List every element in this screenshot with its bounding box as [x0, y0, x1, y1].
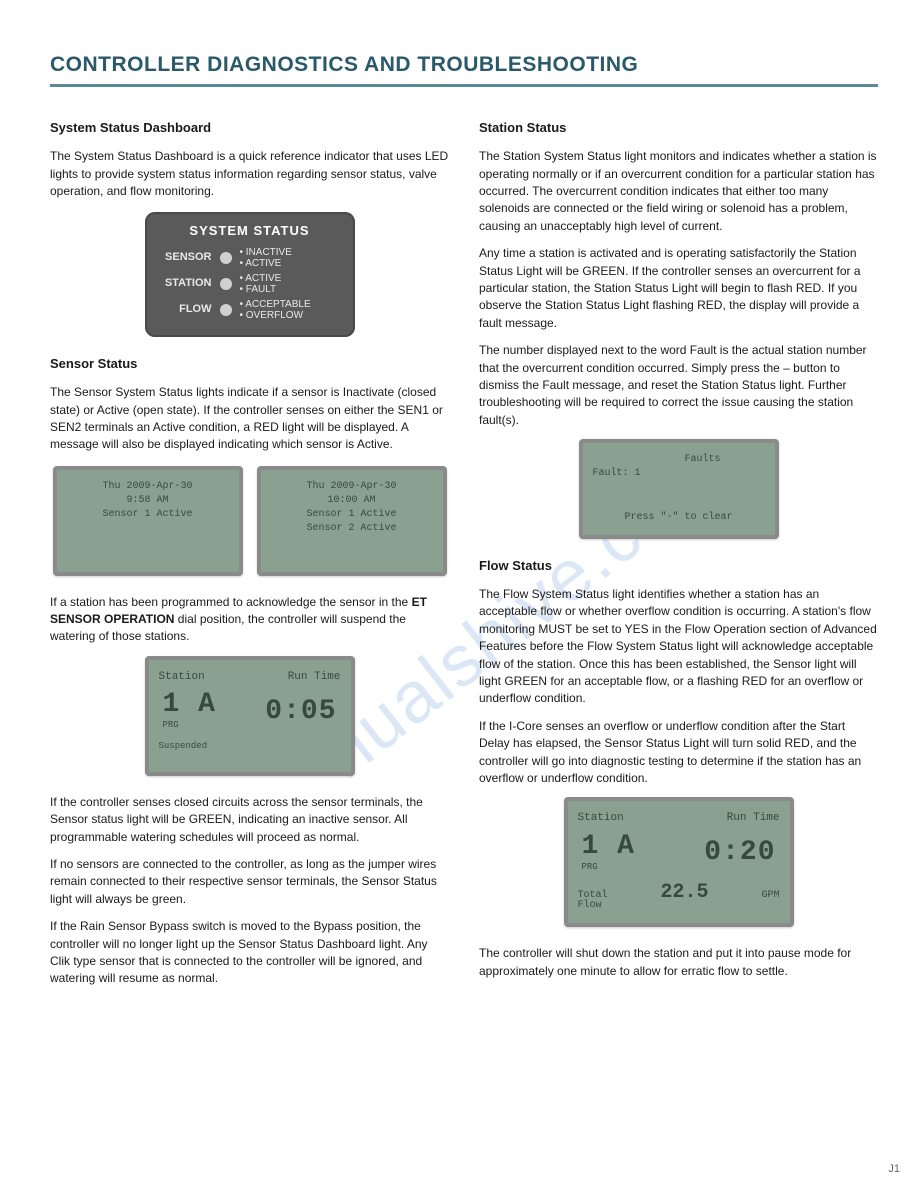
paragraph: If a station has been programmed to ackn…	[50, 594, 449, 646]
lcd-unit: GPM	[761, 889, 779, 903]
status-label: SENSOR	[157, 250, 212, 266]
led-icon	[220, 304, 232, 316]
status-row-sensor: SENSOR INACTIVE ACTIVE	[157, 247, 343, 269]
lcd-value: 1 A	[582, 833, 635, 861]
lcd-value: 0:20	[704, 839, 775, 867]
lcd-line: 9:58 AM	[67, 494, 229, 508]
lcd-label: Run Time	[727, 811, 780, 826]
status-row-flow: FLOW ACCEPTABLE OVERFLOW	[157, 299, 343, 321]
paragraph: If the controller senses closed circuits…	[50, 794, 449, 846]
lcd-pair: Thu 2009-Apr-30 9:58 AM Sensor 1 Active …	[50, 466, 449, 576]
paragraph: The Sensor System Status lights indicate…	[50, 384, 449, 454]
paragraph: The Station System Status light monitors…	[479, 148, 878, 235]
heading-station-status: Station Status	[479, 119, 878, 138]
lcd-line: Thu 2009-Apr-30	[271, 480, 433, 494]
lcd-label: PRG	[582, 861, 635, 874]
paragraph: If the I-Core senses an overflow or unde…	[479, 718, 878, 788]
status-option: INACTIVE	[240, 247, 292, 258]
right-column: Station Status The Station System Status…	[479, 111, 878, 997]
lcd-line: Press "-" to clear	[593, 511, 765, 525]
paragraph: Any time a station is activated and is o…	[479, 245, 878, 332]
paragraph: If no sensors are connected to the contr…	[50, 856, 449, 908]
status-row-station: STATION ACTIVE FAULT	[157, 273, 343, 295]
status-panel-title: SYSTEM STATUS	[157, 222, 343, 241]
lcd-screen: Thu 2009-Apr-30 10:00 AM Sensor 1 Active…	[257, 466, 447, 576]
lcd-label: Run Time	[288, 670, 341, 685]
paragraph: The controller will shut down the statio…	[479, 945, 878, 980]
lcd-label: PRG	[163, 719, 216, 732]
status-option: FAULT	[240, 284, 282, 295]
led-icon	[220, 252, 232, 264]
lcd-line: 10:00 AM	[271, 494, 433, 508]
lcd-screen: Station Run Time 1 A PRG 0:20 Total Flow…	[564, 797, 794, 927]
status-option: ACTIVE	[240, 273, 282, 284]
lcd-screen: Station Run Time 1 A PRG 0:05 Suspended	[145, 656, 355, 776]
lcd-value: 0:05	[265, 698, 336, 726]
page-number: J1	[888, 1162, 900, 1178]
paragraph: If the Rain Sensor Bypass switch is move…	[50, 918, 449, 988]
lcd-screen: Faults Fault: 1 Press "-" to clear	[579, 439, 779, 539]
lcd-line: Faults	[593, 453, 765, 467]
status-option: ACTIVE	[240, 258, 292, 269]
paragraph: The System Status Dashboard is a quick r…	[50, 148, 449, 200]
lcd-screen: Thu 2009-Apr-30 9:58 AM Sensor 1 Active	[53, 466, 243, 576]
lcd-value: 1 A	[163, 691, 216, 719]
lcd-label: Station	[578, 811, 624, 826]
status-label: FLOW	[157, 302, 212, 318]
lcd-line: Thu 2009-Apr-30	[67, 480, 229, 494]
paragraph: The number displayed next to the word Fa…	[479, 342, 878, 429]
heading-flow-status: Flow Status	[479, 557, 878, 576]
paragraph: The Flow System Status light identifies …	[479, 586, 878, 708]
status-option: ACCEPTABLE	[240, 299, 311, 310]
page-title: CONTROLLER DIAGNOSTICS AND TROUBLESHOOTI…	[50, 50, 878, 87]
heading-sensor-status: Sensor Status	[50, 355, 449, 374]
lcd-line: Sensor 2 Active	[271, 522, 433, 536]
lcd-line: Sensor 1 Active	[271, 508, 433, 522]
led-icon	[220, 278, 232, 290]
left-column: System Status Dashboard The System Statu…	[50, 111, 449, 997]
lcd-line: Fault: 1	[593, 467, 765, 481]
lcd-line: Sensor 1 Active	[67, 508, 229, 522]
lcd-label: Station	[159, 670, 205, 685]
lcd-value: 22.5	[660, 879, 708, 907]
two-column-layout: System Status Dashboard The System Statu…	[50, 111, 878, 997]
lcd-label: Suspended	[159, 740, 341, 753]
status-option: OVERFLOW	[240, 310, 311, 321]
heading-system-status-dashboard: System Status Dashboard	[50, 119, 449, 138]
system-status-panel: SYSTEM STATUS SENSOR INACTIVE ACTIVE STA…	[145, 212, 355, 337]
lcd-label: Flow	[578, 901, 608, 911]
text: If a station has been programmed to ackn…	[50, 595, 412, 609]
status-label: STATION	[157, 276, 212, 292]
